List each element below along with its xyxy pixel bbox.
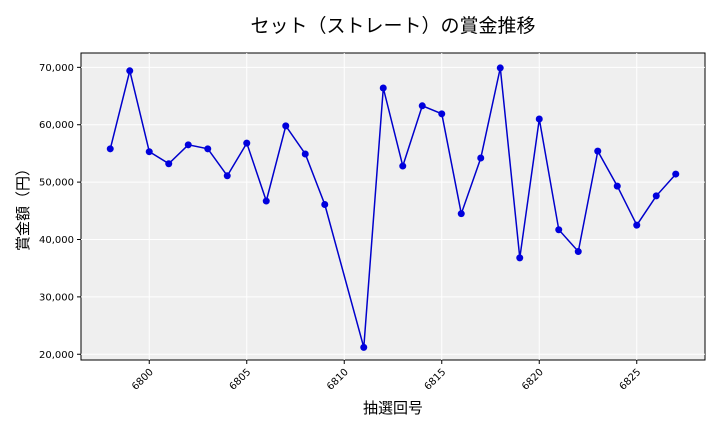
plot-area <box>80 52 706 361</box>
y-tick-label: 30,000 <box>39 292 74 303</box>
data-point <box>321 200 329 208</box>
data-point <box>106 145 114 153</box>
data-point <box>457 210 465 218</box>
data-point <box>672 170 680 178</box>
y-tick-label: 20,000 <box>39 350 74 361</box>
x-axis-label: 抽選回号 <box>363 399 423 417</box>
data-point <box>652 192 660 200</box>
data-point <box>535 115 543 123</box>
data-point <box>399 162 407 170</box>
data-point <box>496 64 504 72</box>
data-point <box>613 182 621 190</box>
data-point <box>204 145 212 153</box>
data-point <box>145 148 153 156</box>
y-tick-label: 40,000 <box>39 235 74 246</box>
data-point <box>418 102 426 110</box>
data-point <box>360 343 368 351</box>
data-point <box>301 150 309 158</box>
data-point <box>574 248 582 256</box>
data-point <box>262 197 270 205</box>
y-tick-label: 70,000 <box>39 63 74 74</box>
y-tick-label: 50,000 <box>39 178 74 189</box>
y-axis: 20,000 30,000 40,000 50,000 60,000 70,000 <box>39 63 81 361</box>
data-point <box>184 141 192 149</box>
data-point <box>555 226 563 234</box>
data-point <box>126 67 134 75</box>
series-points <box>106 64 680 351</box>
y-axis-label: 賞金額（円） <box>14 161 32 251</box>
data-point <box>223 172 231 180</box>
data-point <box>379 84 387 92</box>
grid <box>81 53 705 360</box>
data-point <box>282 122 290 130</box>
data-point <box>594 147 602 155</box>
chart-title: セット（ストレート）の賞金推移 <box>250 15 535 37</box>
y-tick-label: 60,000 <box>39 120 74 131</box>
data-point <box>477 154 485 162</box>
data-point <box>438 110 446 118</box>
data-point <box>165 160 173 168</box>
data-point <box>633 221 641 229</box>
data-point <box>243 139 251 147</box>
data-point <box>516 254 524 262</box>
